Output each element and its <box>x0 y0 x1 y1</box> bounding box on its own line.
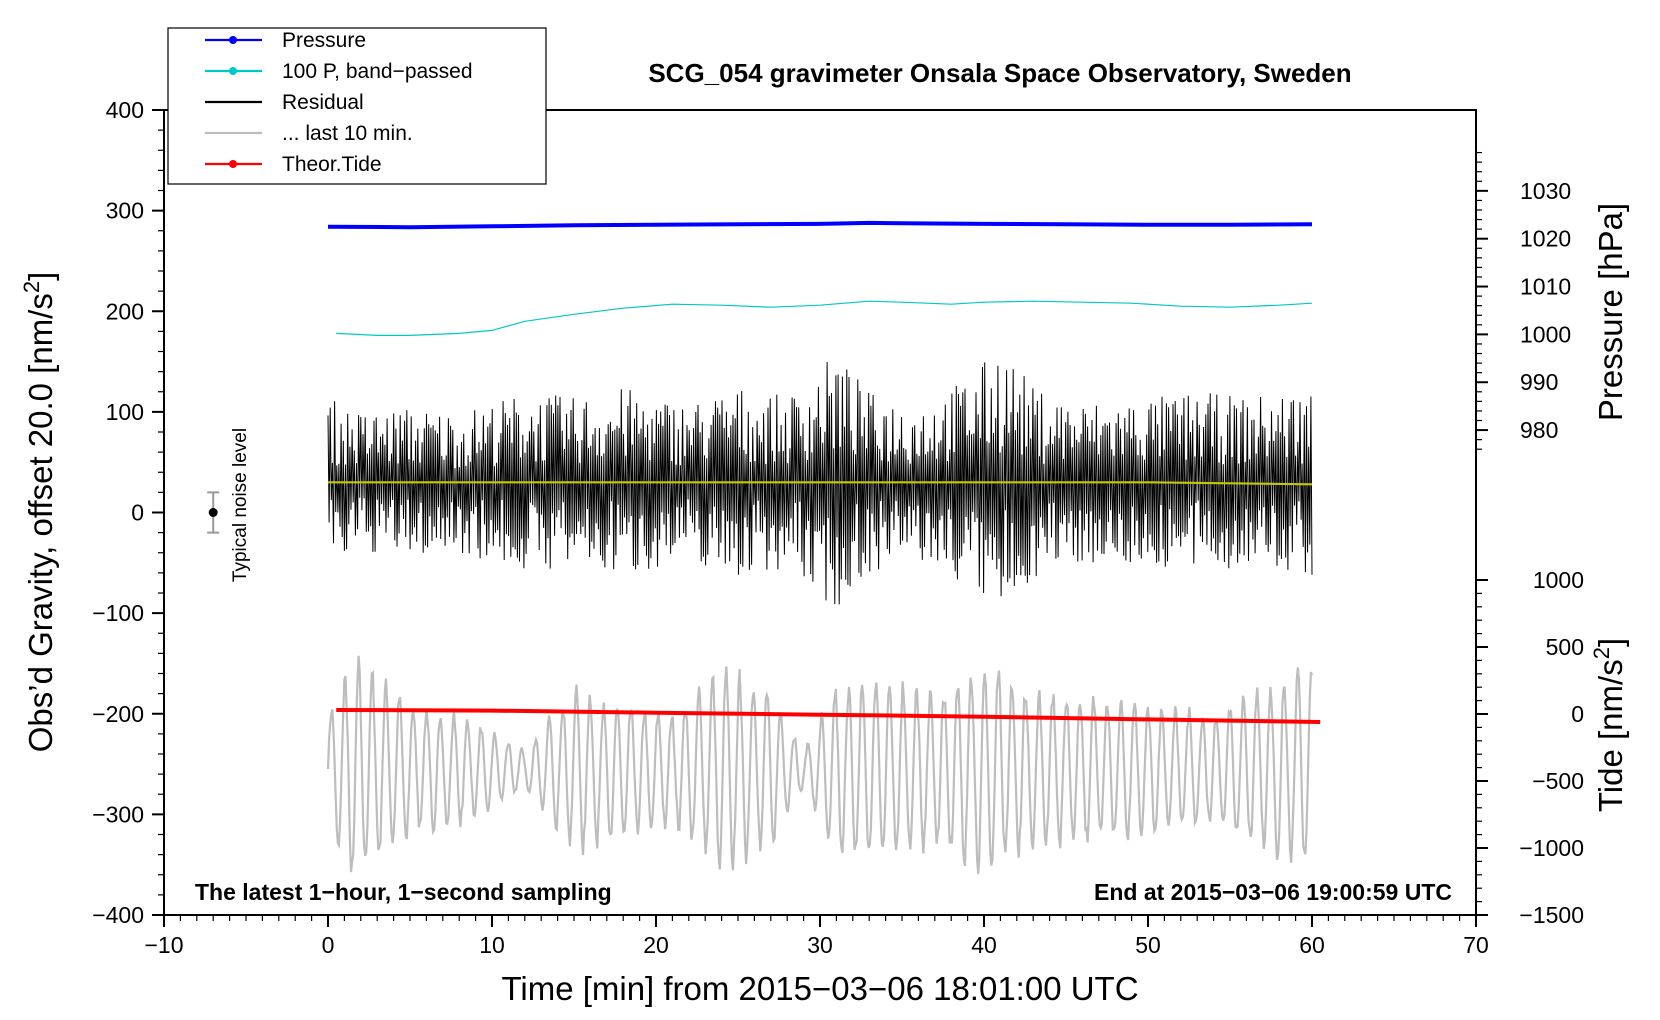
theor-tide-line <box>336 708 1321 724</box>
pressure-tick-label: 1000 <box>1520 321 1571 347</box>
end-time-note: End at 2015−03−06 19:00:59 UTC <box>1094 879 1452 905</box>
y-tick-label: 400 <box>106 97 144 123</box>
y-tick-label: 300 <box>106 198 144 224</box>
x-tick-label: 50 <box>1135 932 1161 958</box>
legend-box <box>167 27 547 185</box>
tide-tick-label: 0 <box>1571 701 1584 727</box>
y-tick-label: 0 <box>131 500 144 526</box>
legend-label: Theor.Tide <box>282 153 382 176</box>
tide-tick-label: −1500 <box>1519 902 1584 928</box>
legend-label: 100 P, band−passed <box>282 60 473 83</box>
y-tick-label: 100 <box>106 399 144 425</box>
residual-series <box>327 362 1313 605</box>
pressure-line <box>327 220 1313 230</box>
last10-line <box>326 655 1314 875</box>
y-tick-label: −300 <box>92 801 144 827</box>
pressure-tick-label: 1030 <box>1520 178 1571 204</box>
pressure-tick-label: 1020 <box>1520 226 1571 252</box>
x-tick-label: 40 <box>971 932 997 958</box>
pressure-tick-label: 980 <box>1520 417 1558 443</box>
pressure-tick-label: 990 <box>1520 369 1558 395</box>
y-tick-label: 200 <box>106 298 144 324</box>
legend-label: Pressure <box>282 29 366 52</box>
tide-tick-label: −500 <box>1532 768 1584 794</box>
x-tick-label: 10 <box>479 932 505 958</box>
tide-tick-label: 1000 <box>1533 567 1584 593</box>
x-tick-label: 20 <box>643 932 669 958</box>
noise-indicator <box>207 491 220 534</box>
tide-tick-label: −1000 <box>1519 835 1584 861</box>
legend-marker <box>229 160 237 168</box>
y-tick-label: −200 <box>92 701 144 727</box>
y-tick-label: −100 <box>92 600 144 626</box>
legend-label: Residual <box>282 91 364 114</box>
legend-marker <box>229 67 237 75</box>
chart-title: SCG_054 gravimeter Onsala Space Observat… <box>648 58 1351 88</box>
x-tick-label: −10 <box>144 932 183 958</box>
legend-label: ... last 10 min. <box>282 122 413 145</box>
x-tick-label: 70 <box>1463 932 1489 958</box>
100-p-band-passed-line <box>336 300 1313 336</box>
residual-smoothed-line <box>328 481 1313 486</box>
x-tick-label: 30 <box>807 932 833 958</box>
noise-label: Typical noise level <box>230 428 251 582</box>
last10-series <box>326 655 1314 875</box>
y-tick-label: −400 <box>92 902 144 928</box>
y-axis-title-left: Obs’d Gravity, offset 20.0 [nm/s2] <box>19 272 59 753</box>
y-axis-title-tide: Tide [nm/s2] <box>1589 638 1629 812</box>
x-tick-label: 60 <box>1299 932 1325 958</box>
x-tick-label: 0 <box>322 932 335 958</box>
residual-line <box>327 362 1313 605</box>
legend-marker <box>229 36 237 44</box>
y-axis-title-pressure: Pressure [hPa] <box>1592 203 1629 421</box>
pressure-tick-label: 1010 <box>1520 274 1571 300</box>
tide-tick-label: 500 <box>1546 634 1584 660</box>
legend: Pressure 100 P, band−passed Residual ... la… <box>167 27 547 185</box>
noise-point <box>208 508 218 517</box>
sampling-note: The latest 1−hour, 1−second sampling <box>195 879 612 905</box>
x-axis-title: Time [min] from 2015−03−06 18:01:00 UTC <box>501 970 1138 1007</box>
